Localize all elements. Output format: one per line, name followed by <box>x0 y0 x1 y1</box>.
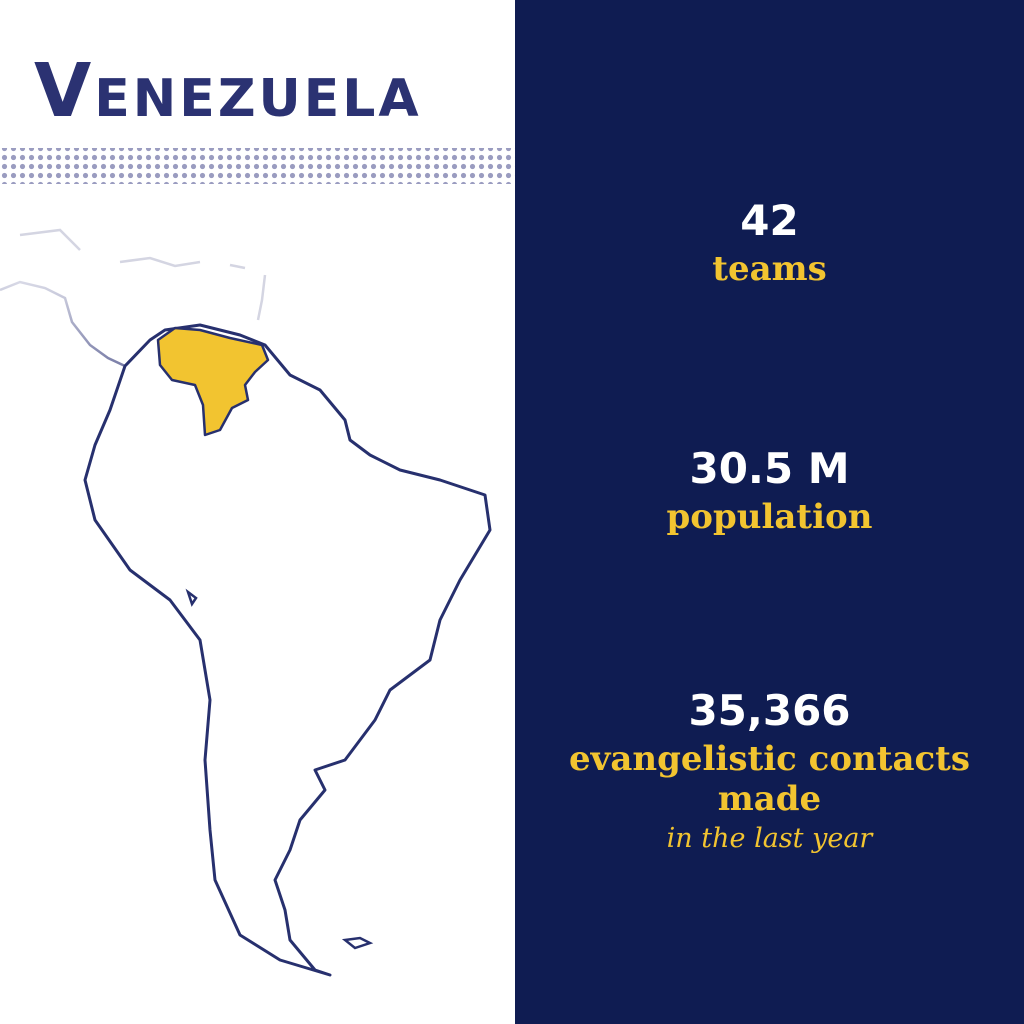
stat-value: 30.5 M <box>689 444 850 493</box>
stats-panel: 42 teams 30.5 M population 35,366 evange… <box>515 0 1024 1024</box>
islands <box>185 588 374 950</box>
stat-note: in the last year <box>666 823 873 854</box>
stat-label: teams <box>712 249 827 289</box>
stat-label: evangelistic contacts made <box>568 739 971 819</box>
title: Venezuela <box>34 48 422 134</box>
stat-value: 35,366 <box>688 686 851 735</box>
stat: 42 teams <box>515 196 1024 289</box>
south-america <box>83 323 492 977</box>
map <box>0 148 515 977</box>
caribbean <box>19 228 267 321</box>
central-america <box>0 280 126 368</box>
venezuela-highlight <box>156 326 270 437</box>
stat-label: population <box>666 497 873 537</box>
dot-band <box>0 148 515 184</box>
stat: 35,366 evangelistic contacts made in the… <box>515 686 1024 854</box>
stat: 30.5 M population <box>515 444 1024 537</box>
stat-value: 42 <box>740 196 799 245</box>
map-panel: Venezuela <box>0 48 515 977</box>
